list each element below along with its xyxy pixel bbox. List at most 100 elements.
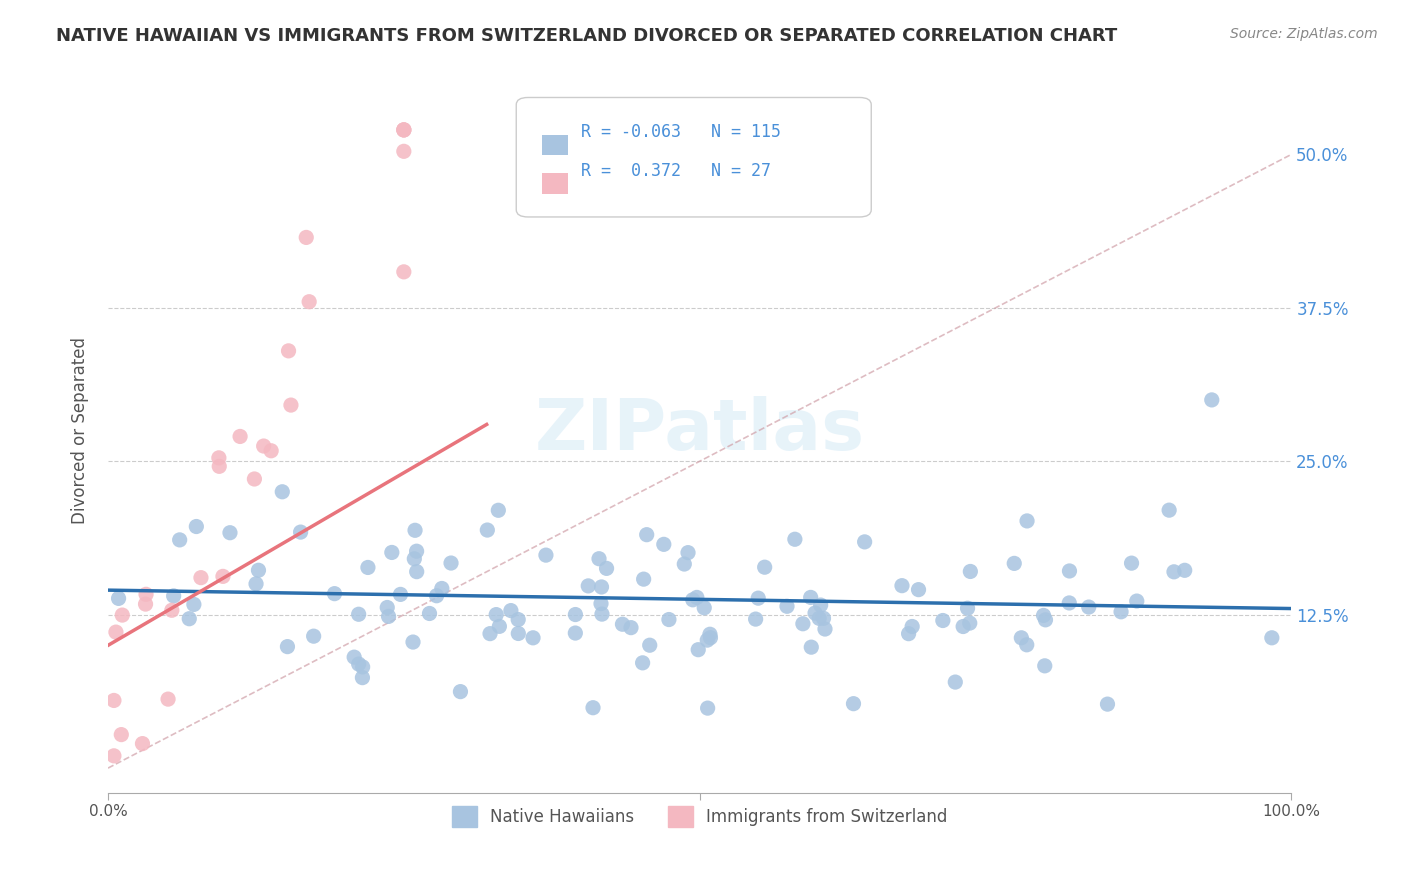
Point (696, 633, 718, 648)
Point (612, 617, 634, 632)
Point (103, 693, 125, 707)
Point (956, 601, 979, 615)
Point (347, 607, 370, 622)
Point (290, 525, 312, 540)
Point (959, 565, 981, 579)
Point (652, 537, 675, 551)
Point (1015, 514, 1038, 528)
Point (907, 582, 929, 597)
Point (810, 598, 832, 612)
Point (1126, 594, 1149, 608)
Point (486, 503, 509, 517)
Text: ZIPatlas: ZIPatlas (534, 396, 865, 465)
Point (1035, 613, 1057, 627)
Point (1121, 556, 1143, 570)
Point (212, 569, 235, 583)
Point (352, 660, 374, 674)
Point (658, 613, 681, 627)
Point (891, 579, 914, 593)
Point (959, 616, 981, 631)
Point (298, 294, 321, 309)
Point (776, 599, 799, 614)
Point (699, 631, 721, 645)
Point (377, 609, 399, 624)
Point (245, 577, 267, 591)
Point (1059, 564, 1081, 578)
Point (591, 607, 613, 621)
Point (808, 611, 831, 625)
Point (638, 638, 661, 652)
Point (107, 591, 129, 606)
Point (813, 611, 835, 625)
Point (620, 621, 643, 635)
Point (404, 551, 426, 566)
Point (1201, 392, 1223, 407)
Point (576, 579, 599, 593)
Point (564, 626, 586, 640)
Point (163, 589, 186, 603)
Point (932, 614, 955, 628)
Point (103, 748, 125, 763)
Point (693, 600, 716, 615)
Point (1015, 638, 1038, 652)
Point (405, 544, 427, 558)
Point (183, 598, 205, 612)
Point (1059, 596, 1081, 610)
FancyBboxPatch shape (543, 173, 568, 194)
Point (389, 587, 412, 601)
Y-axis label: Divorced or Separated: Divorced or Separated (72, 337, 89, 524)
Point (392, 123, 415, 137)
Point (190, 571, 212, 585)
Point (135, 597, 157, 611)
Point (800, 591, 823, 605)
Point (302, 629, 325, 643)
Point (208, 450, 231, 465)
Point (426, 589, 449, 603)
Point (699, 627, 721, 641)
Point (595, 561, 617, 575)
Point (392, 145, 415, 159)
Point (247, 563, 270, 577)
Point (323, 587, 346, 601)
Point (682, 592, 704, 607)
Point (754, 560, 776, 574)
Point (1163, 565, 1185, 579)
Point (418, 607, 440, 621)
Point (534, 548, 557, 562)
Point (901, 619, 924, 633)
Point (276, 640, 298, 654)
Point (1109, 605, 1132, 619)
Point (186, 519, 208, 533)
Point (783, 533, 806, 547)
Point (897, 626, 920, 640)
Point (430, 582, 453, 596)
Point (522, 631, 544, 645)
Point (479, 626, 502, 640)
Point (347, 657, 370, 671)
Point (477, 523, 499, 537)
Point (1077, 600, 1099, 615)
Point (688, 642, 710, 657)
Point (208, 459, 231, 474)
Point (499, 604, 522, 618)
Point (179, 612, 201, 626)
Point (260, 443, 283, 458)
Point (1159, 503, 1181, 517)
Point (243, 472, 266, 486)
Point (271, 484, 294, 499)
FancyBboxPatch shape (543, 135, 568, 155)
Point (696, 701, 718, 715)
Point (131, 737, 153, 751)
Point (591, 580, 613, 594)
Text: R =  0.372   N = 27: R = 0.372 N = 27 (581, 161, 772, 179)
Point (1097, 697, 1119, 711)
Point (160, 603, 183, 617)
Point (392, 123, 415, 137)
Point (1010, 631, 1032, 645)
Point (352, 671, 374, 685)
Point (636, 527, 658, 541)
Point (582, 700, 605, 714)
Point (588, 551, 610, 566)
Point (800, 640, 823, 655)
Point (375, 600, 398, 615)
